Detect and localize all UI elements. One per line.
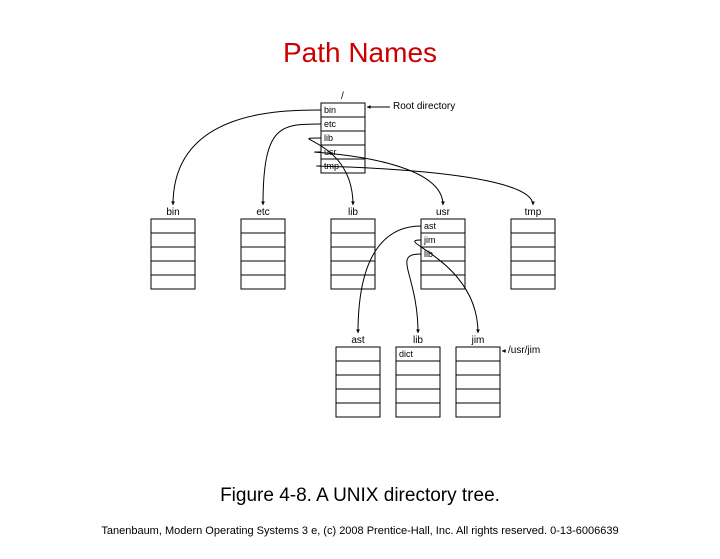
- svg-text:bin: bin: [324, 105, 336, 115]
- svg-text:jim: jim: [471, 335, 485, 346]
- svg-text:etc: etc: [324, 119, 337, 129]
- svg-text:dict: dict: [399, 349, 414, 359]
- directory-tree-diagram: /binetclibusrtmpRoot directorybinetclibu…: [118, 89, 602, 479]
- svg-text:bin: bin: [166, 207, 179, 218]
- svg-text:lib: lib: [348, 207, 358, 218]
- svg-text:usr: usr: [436, 207, 451, 218]
- svg-text:/: /: [341, 91, 344, 102]
- svg-text:jim: jim: [423, 235, 436, 245]
- svg-text:tmp: tmp: [525, 207, 542, 218]
- copyright-credit: Tanenbaum, Modern Operating Systems 3 e,…: [0, 525, 720, 537]
- svg-text:etc: etc: [256, 207, 269, 218]
- svg-text:/usr/jim: /usr/jim: [508, 345, 540, 356]
- svg-text:ast: ast: [424, 221, 437, 231]
- svg-text:lib: lib: [413, 335, 423, 346]
- svg-text:Root directory: Root directory: [393, 101, 455, 112]
- figure-caption: Figure 4-8. A UNIX directory tree.: [0, 485, 720, 507]
- slide-title: Path Names: [0, 19, 720, 69]
- svg-text:lib: lib: [324, 133, 333, 143]
- svg-text:ast: ast: [351, 335, 365, 346]
